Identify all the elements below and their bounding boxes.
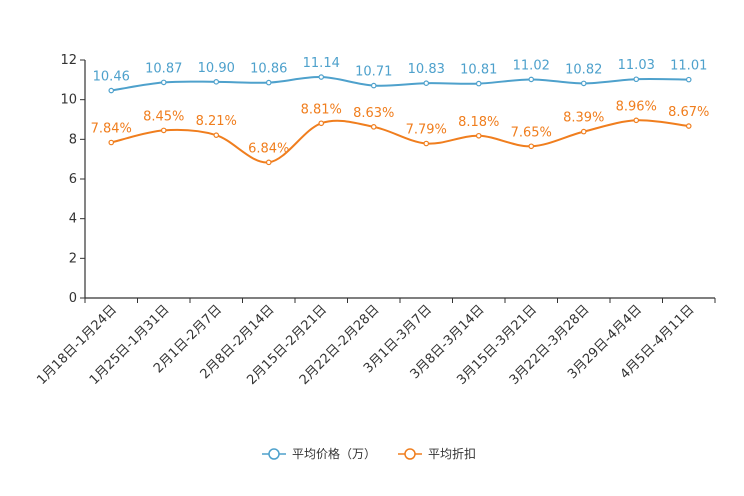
- legend-label: 平均价格（万）: [292, 446, 376, 461]
- series-layer: [108, 74, 692, 166]
- data-point: [685, 123, 692, 129]
- data-point: [213, 132, 220, 138]
- data-label: 10.90: [198, 61, 235, 76]
- legend[interactable]: 平均价格（万） 平均折扣: [262, 446, 476, 461]
- y-tick-label: 12: [60, 53, 77, 68]
- data-point: [265, 79, 272, 86]
- series-line-0: [111, 76, 689, 92]
- data-point: [633, 76, 640, 83]
- data-label: 11.03: [618, 58, 655, 73]
- data-label: 7.79%: [406, 122, 447, 137]
- data-point: [108, 87, 115, 94]
- y-tick-label: 4: [69, 212, 77, 227]
- data-point: [475, 132, 482, 139]
- data-point: [423, 140, 430, 147]
- axes: 0246810121月18日-1月24日1月25日-1月31日2月1日-2月7日…: [34, 53, 716, 388]
- data-point: [423, 80, 430, 87]
- data-label: 10.82: [565, 62, 602, 77]
- data-label: 10.71: [355, 65, 392, 80]
- data-label: 7.84%: [91, 122, 132, 137]
- data-label: 10.81: [460, 63, 497, 78]
- y-tick-label: 6: [69, 172, 77, 187]
- data-label: 11.02: [513, 58, 550, 73]
- data-label: 11.01: [670, 59, 707, 74]
- data-point: [265, 159, 272, 166]
- legend-label: 平均折扣: [428, 446, 476, 461]
- legend-item-0[interactable]: 平均价格（万）: [262, 446, 376, 461]
- data-point: [370, 82, 377, 89]
- y-tick-label: 2: [69, 251, 77, 266]
- data-point: [160, 127, 167, 134]
- data-labels: 10.46 10.87 10.90 10.86 11.14 10.71 10.83 10.81…: [91, 56, 710, 156]
- data-point: [318, 120, 325, 127]
- data-point: [685, 76, 692, 83]
- data-point: [528, 143, 535, 150]
- data-label: 8.21%: [196, 114, 237, 129]
- data-label: 8.63%: [353, 106, 394, 121]
- y-tick-label: 0: [69, 291, 77, 306]
- data-point: [213, 79, 220, 85]
- data-point: [528, 76, 535, 83]
- data-label: 10.86: [250, 62, 287, 77]
- y-tick-label: 10: [60, 93, 77, 108]
- data-point: [580, 80, 587, 87]
- data-point: [370, 124, 377, 130]
- data-label: 8.45%: [143, 109, 184, 124]
- legend-marker-icon: [268, 448, 280, 460]
- data-label: 8.67%: [668, 105, 709, 120]
- data-label: 8.96%: [616, 99, 657, 114]
- data-point: [475, 80, 482, 87]
- data-label: 8.81%: [301, 102, 342, 117]
- data-label: 11.14: [303, 56, 340, 71]
- data-label: 10.87: [145, 61, 182, 76]
- data-point: [318, 74, 325, 80]
- data-label: 8.18%: [458, 115, 499, 130]
- data-label: 10.83: [408, 62, 445, 77]
- data-label: 8.39%: [563, 111, 604, 126]
- data-label: 10.46: [93, 70, 130, 85]
- data-label: 7.65%: [511, 125, 552, 140]
- data-label: 6.84%: [248, 141, 289, 156]
- legend-marker-icon: [404, 448, 416, 460]
- data-point: [633, 117, 640, 124]
- legend-item-1[interactable]: 平均折扣: [398, 446, 476, 461]
- data-point: [108, 139, 115, 146]
- data-point: [160, 79, 167, 86]
- data-point: [580, 128, 587, 135]
- y-tick-label: 8: [69, 132, 77, 147]
